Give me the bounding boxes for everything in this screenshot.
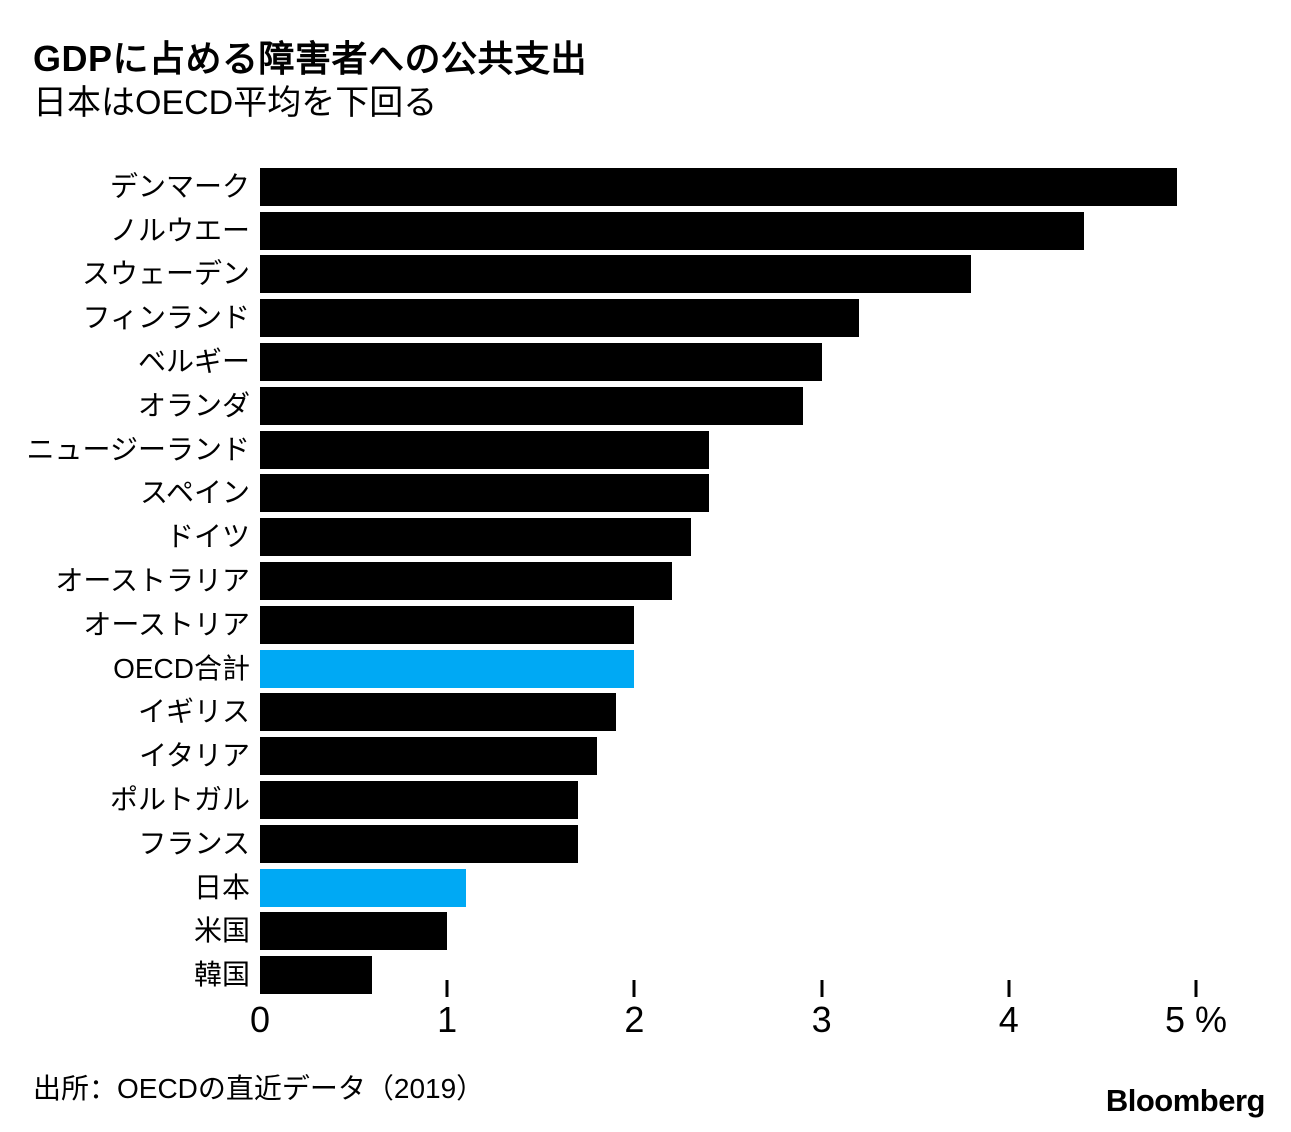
bar bbox=[260, 474, 710, 513]
category-label: フィンランド bbox=[82, 302, 250, 334]
bar-track bbox=[260, 255, 1196, 294]
axis-tick-label: 4 bbox=[998, 999, 1019, 1040]
bar-highlighted bbox=[260, 868, 466, 907]
bar-track bbox=[260, 693, 1196, 732]
axis-tick bbox=[632, 980, 636, 997]
bar-row: ベルギー bbox=[0, 340, 1196, 384]
bar-track bbox=[260, 912, 1196, 951]
bar-track bbox=[260, 868, 1196, 907]
category-label: 韓国 bbox=[193, 959, 250, 991]
bar bbox=[260, 737, 597, 776]
bar-track bbox=[260, 781, 1196, 820]
bar-row: イタリア bbox=[0, 734, 1196, 778]
category-label: 米国 bbox=[193, 915, 250, 947]
bar bbox=[260, 912, 448, 951]
bar bbox=[260, 211, 1084, 250]
bar bbox=[260, 562, 672, 601]
bar bbox=[260, 255, 972, 294]
category-label: フランス bbox=[138, 827, 250, 859]
bar-row: イギリス bbox=[0, 691, 1196, 735]
bar-track bbox=[260, 343, 1196, 382]
bar-track bbox=[260, 167, 1196, 206]
category-label: オランダ bbox=[137, 389, 250, 421]
bar-row: オーストラリア bbox=[0, 559, 1196, 603]
category-label: OECD合計 bbox=[113, 652, 250, 684]
bar-track bbox=[260, 386, 1196, 425]
bar bbox=[260, 430, 710, 469]
bar-row: フィンランド bbox=[0, 296, 1196, 340]
bar-row: スペイン bbox=[0, 472, 1196, 516]
bar-track bbox=[260, 211, 1196, 250]
bar-track bbox=[260, 824, 1196, 863]
bar bbox=[260, 781, 579, 820]
axis-tick bbox=[445, 980, 449, 997]
bar-track bbox=[260, 956, 1196, 995]
bar-row: オーストリア bbox=[0, 603, 1196, 647]
chart-title: GDPに占める障害者への公共支出 bbox=[33, 38, 588, 79]
category-label: スペイン bbox=[139, 477, 250, 509]
bar-row: オランダ bbox=[0, 384, 1196, 428]
category-label: オーストリア bbox=[83, 608, 250, 640]
bar bbox=[260, 518, 691, 557]
bar-row: 日本 bbox=[0, 866, 1196, 910]
category-label: スウェーデン bbox=[81, 258, 250, 290]
category-label: デンマーク bbox=[109, 170, 250, 202]
bar-row: ドイツ bbox=[0, 515, 1196, 559]
category-label: 日本 bbox=[193, 871, 250, 903]
category-label: ドイツ bbox=[165, 521, 250, 553]
bloomberg-logo: Bloomberg bbox=[1105, 1083, 1266, 1118]
bar bbox=[260, 956, 373, 995]
bar-track bbox=[260, 737, 1196, 776]
bar bbox=[260, 167, 1178, 206]
x-axis-ticks bbox=[260, 980, 1198, 997]
x-axis-tick-labels: 0 1 2 3 4 5 % bbox=[250, 999, 1227, 1042]
category-label: ポルトガル bbox=[109, 784, 250, 816]
category-label: ニュージーランド bbox=[26, 433, 250, 465]
bar bbox=[260, 299, 860, 338]
bar-row: ノルウエー bbox=[0, 209, 1196, 253]
bar-row: 米国 bbox=[0, 910, 1196, 954]
bar-row: OECD合計 bbox=[0, 647, 1196, 691]
bar-row: ニュージーランド bbox=[0, 428, 1196, 472]
axis-tick-label: 1 bbox=[437, 999, 458, 1040]
axis-tick-label: 2 bbox=[624, 999, 645, 1040]
source-note: 出所：OECDの直近データ（2019） bbox=[33, 1073, 485, 1104]
bar-row: フランス bbox=[0, 822, 1196, 866]
category-label: オーストラリア bbox=[55, 565, 250, 597]
bar-highlighted bbox=[260, 649, 635, 688]
axis-tick-label: 0 bbox=[249, 999, 271, 1040]
bar bbox=[260, 605, 635, 644]
axis-tick bbox=[1194, 980, 1198, 997]
bar-row: スウェーデン bbox=[0, 253, 1196, 297]
bar bbox=[260, 386, 803, 425]
axis-tick-label: 5 % bbox=[1164, 999, 1228, 1040]
axis-tick bbox=[820, 980, 824, 997]
bar-track bbox=[260, 605, 1196, 644]
category-label: ノルウエー bbox=[109, 214, 250, 246]
bar-track bbox=[260, 430, 1196, 469]
bar bbox=[260, 824, 579, 863]
category-label: ベルギー bbox=[137, 346, 250, 378]
bar-chart: デンマークノルウエースウェーデン フィンランドベルギーオランダニュージーランドスペ… bbox=[0, 165, 1196, 997]
bar-track bbox=[260, 299, 1196, 338]
category-label: イギリス bbox=[137, 696, 250, 728]
bar-track bbox=[260, 474, 1196, 513]
bar-row: ポルトガル bbox=[0, 778, 1196, 822]
chart-subtitle: 日本はOECD平均を下回る bbox=[33, 84, 438, 122]
axis-tick bbox=[1007, 980, 1011, 997]
bar-track bbox=[260, 562, 1196, 601]
axis-tick-label: 3 bbox=[811, 999, 832, 1040]
bar bbox=[260, 343, 822, 382]
category-label: イタリア bbox=[139, 740, 250, 772]
bar bbox=[260, 693, 616, 732]
bar-row: デンマーク bbox=[0, 165, 1196, 209]
bar-track bbox=[260, 649, 1196, 688]
bar-track bbox=[260, 518, 1196, 557]
bar-row: 韓国 bbox=[0, 953, 1196, 997]
